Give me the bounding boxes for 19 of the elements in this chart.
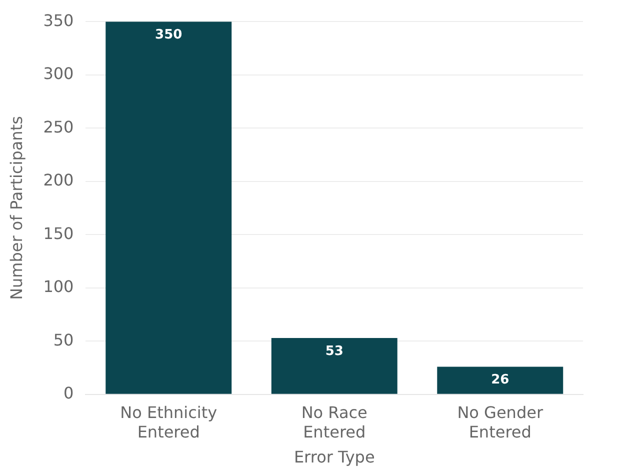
- data-label: 26: [491, 372, 510, 388]
- y-tick-label: 200: [43, 170, 74, 190]
- data-label: 53: [325, 344, 344, 359]
- x-tick-label: No Gender Entered: [457, 403, 544, 442]
- bar: [271, 338, 398, 394]
- y-tick-label: 350: [43, 10, 74, 30]
- y-tick-label: 300: [43, 64, 74, 84]
- y-tick-label: 100: [43, 277, 74, 296]
- y-tick-label: 250: [43, 117, 74, 136]
- x-tick-label: No Ethnicity Entered: [120, 403, 218, 442]
- data-label: 350: [155, 27, 182, 42]
- y-tick-label: 50: [53, 330, 74, 350]
- y-tick-label: 150: [43, 224, 74, 243]
- bar: [437, 366, 564, 394]
- x-tick-label: No Race Entered: [301, 403, 368, 442]
- bar: [106, 22, 232, 394]
- y-tick-label: 0: [64, 384, 74, 403]
- y-axis-title: Number of Participants: [6, 116, 26, 300]
- x-axis-title: Error Type: [294, 448, 375, 467]
